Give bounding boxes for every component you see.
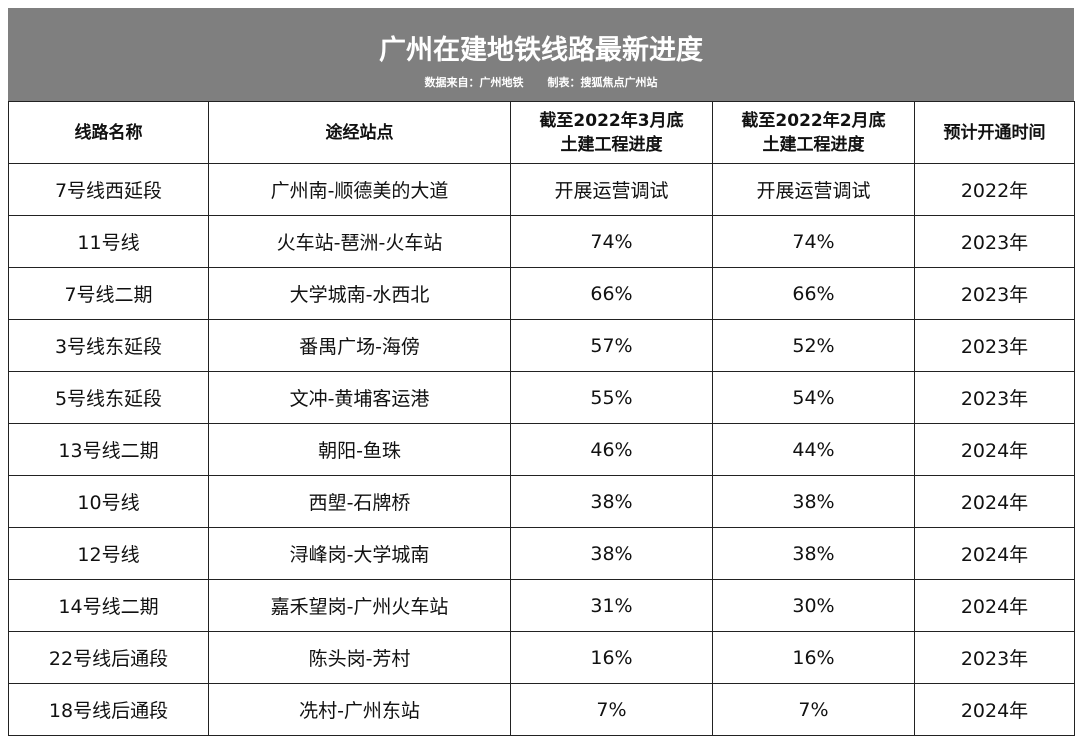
table-cell: 14号线二期 bbox=[8, 579, 209, 632]
table-cell: 38% bbox=[510, 475, 713, 528]
table-cell: 2023年 bbox=[914, 631, 1075, 684]
table-cell: 55% bbox=[510, 371, 713, 424]
table-cell: 7号线二期 bbox=[8, 267, 209, 320]
table-cell: 2024年 bbox=[914, 475, 1075, 528]
header-line: 截至2022年2月底 bbox=[741, 110, 886, 131]
table-cell: 开展运营调试 bbox=[510, 163, 713, 216]
table-body: 7号线西延段 广州南-顺德美的大道 开展运营调试 开展运营调试 2022年 11号线 火车站… bbox=[8, 163, 1075, 736]
table-row: 7号线西延段 广州南-顺德美的大道 开展运营调试 开展运营调试 2022年 bbox=[8, 163, 1075, 216]
column-header: 途经站点 bbox=[208, 101, 511, 164]
table-cell: 2023年 bbox=[914, 267, 1075, 320]
table-cell: 开展运营调试 bbox=[712, 163, 915, 216]
table-cell: 2023年 bbox=[914, 371, 1075, 424]
table-row: 22号线后通段 陈头岗-芳村 16% 16% 2023年 bbox=[8, 631, 1075, 684]
table-cell: 西塱-石牌桥 bbox=[208, 475, 511, 528]
header-line: 线路名称 bbox=[74, 122, 143, 143]
table-cell: 38% bbox=[712, 475, 915, 528]
column-header: 截至2022年2月底 土建工程进度 bbox=[712, 101, 915, 164]
table-row: 3号线东延段 番禺广场-海傍 57% 52% 2023年 bbox=[8, 319, 1075, 372]
column-header: 预计开通时间 bbox=[914, 101, 1075, 164]
column-header: 线路名称 bbox=[8, 101, 209, 164]
table-cell: 广州南-顺德美的大道 bbox=[208, 163, 511, 216]
table-cell: 13号线二期 bbox=[8, 423, 209, 476]
table-cell: 31% bbox=[510, 579, 713, 632]
table-cell: 7% bbox=[510, 683, 713, 736]
table-cell: 火车站-琶洲-火车站 bbox=[208, 215, 511, 268]
table-cell: 2023年 bbox=[914, 215, 1075, 268]
table-row: 14号线二期 嘉禾望岗-广州火车站 31% 30% 2024年 bbox=[8, 579, 1075, 632]
table-cell: 嘉禾望岗-广州火车站 bbox=[208, 579, 511, 632]
table-cell: 54% bbox=[712, 371, 915, 424]
table-cell: 番禺广场-海傍 bbox=[208, 319, 511, 372]
table-cell: 5号线东延段 bbox=[8, 371, 209, 424]
table-cell: 朝阳-鱼珠 bbox=[208, 423, 511, 476]
table-row: 7号线二期 大学城南-水西北 66% 66% 2023年 bbox=[8, 267, 1075, 320]
header-row: 线路名称 途经站点 截至2022年3月底 土建工程进度 截至2022年2月底 土建工程进度… bbox=[8, 101, 1075, 164]
subtitle: 数据来自：广州地铁 制表：搜狐焦点广州站 bbox=[8, 74, 1074, 90]
header-line: 途经站点 bbox=[325, 122, 394, 143]
table-row: 11号线 火车站-琶洲-火车站 74% 74% 2023年 bbox=[8, 215, 1075, 268]
table-cell: 22号线后通段 bbox=[8, 631, 209, 684]
table-cell: 2024年 bbox=[914, 527, 1075, 580]
table-cell: 66% bbox=[510, 267, 713, 320]
table-cell: 16% bbox=[712, 631, 915, 684]
table-cell: 文冲-黄埔客运港 bbox=[208, 371, 511, 424]
table-cell: 2022年 bbox=[914, 163, 1075, 216]
table-cell: 冼村-广州东站 bbox=[208, 683, 511, 736]
table-cell: 陈头岗-芳村 bbox=[208, 631, 511, 684]
table-cell: 12号线 bbox=[8, 527, 209, 580]
table-cell: 38% bbox=[712, 527, 915, 580]
table-row: 5号线东延段 文冲-黄埔客运港 55% 54% 2023年 bbox=[8, 371, 1075, 424]
table-cell: 38% bbox=[510, 527, 713, 580]
header-line: 预计开通时间 bbox=[943, 122, 1046, 143]
table-row: 10号线 西塱-石牌桥 38% 38% 2024年 bbox=[8, 475, 1075, 528]
table-cell: 74% bbox=[712, 215, 915, 268]
table-cell: 2024年 bbox=[914, 423, 1075, 476]
table-cell: 66% bbox=[712, 267, 915, 320]
table-cell: 16% bbox=[510, 631, 713, 684]
table-row: 12号线 浔峰岗-大学城南 38% 38% 2024年 bbox=[8, 527, 1075, 580]
table-cell: 2023年 bbox=[914, 319, 1075, 372]
header-line: 土建工程进度 bbox=[762, 134, 865, 155]
table-cell: 57% bbox=[510, 319, 713, 372]
table-row: 18号线后通段 冼村-广州东站 7% 7% 2024年 bbox=[8, 683, 1075, 736]
header-banner: 广州在建地铁线路最新进度 数据来自：广州地铁 制表：搜狐焦点广州站 bbox=[8, 8, 1074, 101]
header-line: 截至2022年3月底 bbox=[539, 110, 684, 131]
table-cell: 11号线 bbox=[8, 215, 209, 268]
table-cell: 浔峰岗-大学城南 bbox=[208, 527, 511, 580]
column-header: 截至2022年3月底 土建工程进度 bbox=[510, 101, 713, 164]
table-cell: 7% bbox=[712, 683, 915, 736]
table-cell: 7号线西延段 bbox=[8, 163, 209, 216]
table-cell: 10号线 bbox=[8, 475, 209, 528]
table-cell: 3号线东延段 bbox=[8, 319, 209, 372]
table-cell: 74% bbox=[510, 215, 713, 268]
table-cell: 52% bbox=[712, 319, 915, 372]
author: 制表：搜狐焦点广州站 bbox=[547, 76, 658, 89]
table-cell: 2024年 bbox=[914, 579, 1075, 632]
header-line: 土建工程进度 bbox=[560, 134, 663, 155]
title: 广州在建地铁线路最新进度 bbox=[379, 35, 703, 66]
table-row: 13号线二期 朝阳-鱼珠 46% 44% 2024年 bbox=[8, 423, 1075, 476]
source: 数据来自：广州地铁 bbox=[424, 76, 524, 89]
table-cell: 18号线后通段 bbox=[8, 683, 209, 736]
table-cell: 44% bbox=[712, 423, 915, 476]
table-cell: 30% bbox=[712, 579, 915, 632]
table-cell: 2024年 bbox=[914, 683, 1075, 736]
table-cell: 大学城南-水西北 bbox=[208, 267, 511, 320]
progress-table: 线路名称 途经站点 截至2022年3月底 土建工程进度 截至2022年2月底 土建工程进度… bbox=[8, 101, 1075, 736]
table-cell: 46% bbox=[510, 423, 713, 476]
